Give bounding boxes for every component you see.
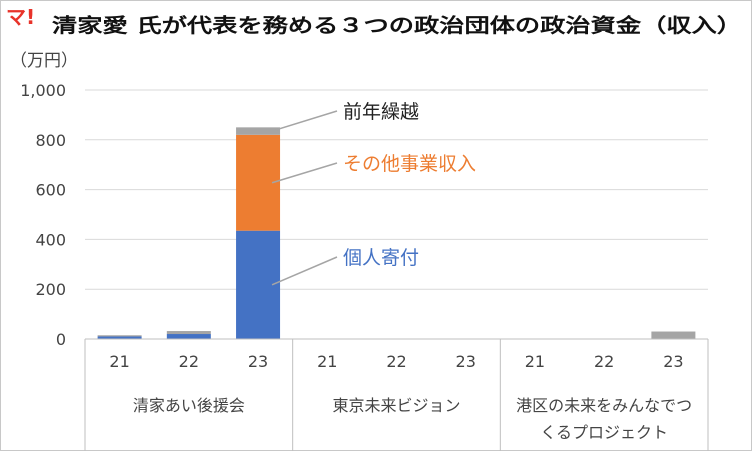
callout-leader — [271, 256, 338, 286]
bar-segment — [97, 336, 142, 339]
group-label: 東京未来ビジョン — [332, 396, 460, 415]
x-tick-label: 22 — [386, 352, 406, 371]
y-tick-label: 200 — [35, 280, 66, 299]
callout-leader — [271, 110, 338, 132]
x-tick-label: 21 — [317, 352, 337, 371]
x-tick-label: 21 — [525, 352, 545, 371]
x-tick-label: 21 — [109, 352, 129, 371]
y-tick-label: 0 — [56, 330, 66, 349]
bar-segment — [97, 335, 142, 337]
y-tick-label: 600 — [35, 181, 66, 200]
chart-title: 清家愛 氏が代表を務める３つの政治団体の政治資金（収入） — [52, 14, 742, 37]
group-label: くるプロジェクト — [540, 423, 668, 442]
bar-segment — [166, 334, 211, 339]
series-callout-label: その他事業収入 — [343, 153, 476, 175]
series-callout-label: 前年繰越 — [343, 101, 419, 123]
x-tick-label: 22 — [594, 352, 614, 371]
x-tick-label: 23 — [248, 352, 268, 371]
logo: マ! — [6, 5, 35, 29]
y-unit-label: （万円） — [10, 51, 78, 71]
y-tick-label: 400 — [35, 230, 66, 249]
group-label: 清家あい後援会 — [133, 396, 245, 415]
x-tick-label: 22 — [179, 352, 199, 371]
bar-segment — [651, 331, 696, 339]
group-label: 港区の未来をみんなでつ — [516, 396, 692, 415]
plot-area: 0 200 400 600 800 1,000 21 22 23 21 22 23 21 22 23 清家あい… — [20, 81, 709, 451]
series-callout-label: 個人寄付 — [343, 247, 419, 269]
bar-segment — [166, 331, 211, 335]
x-tick-label: 23 — [663, 352, 683, 371]
x-tick-label: 23 — [456, 352, 476, 371]
y-tick-label: 800 — [35, 131, 66, 150]
bar-segment — [236, 127, 281, 135]
y-tick-label: 1,000 — [20, 81, 66, 100]
callout-leader — [271, 162, 338, 184]
